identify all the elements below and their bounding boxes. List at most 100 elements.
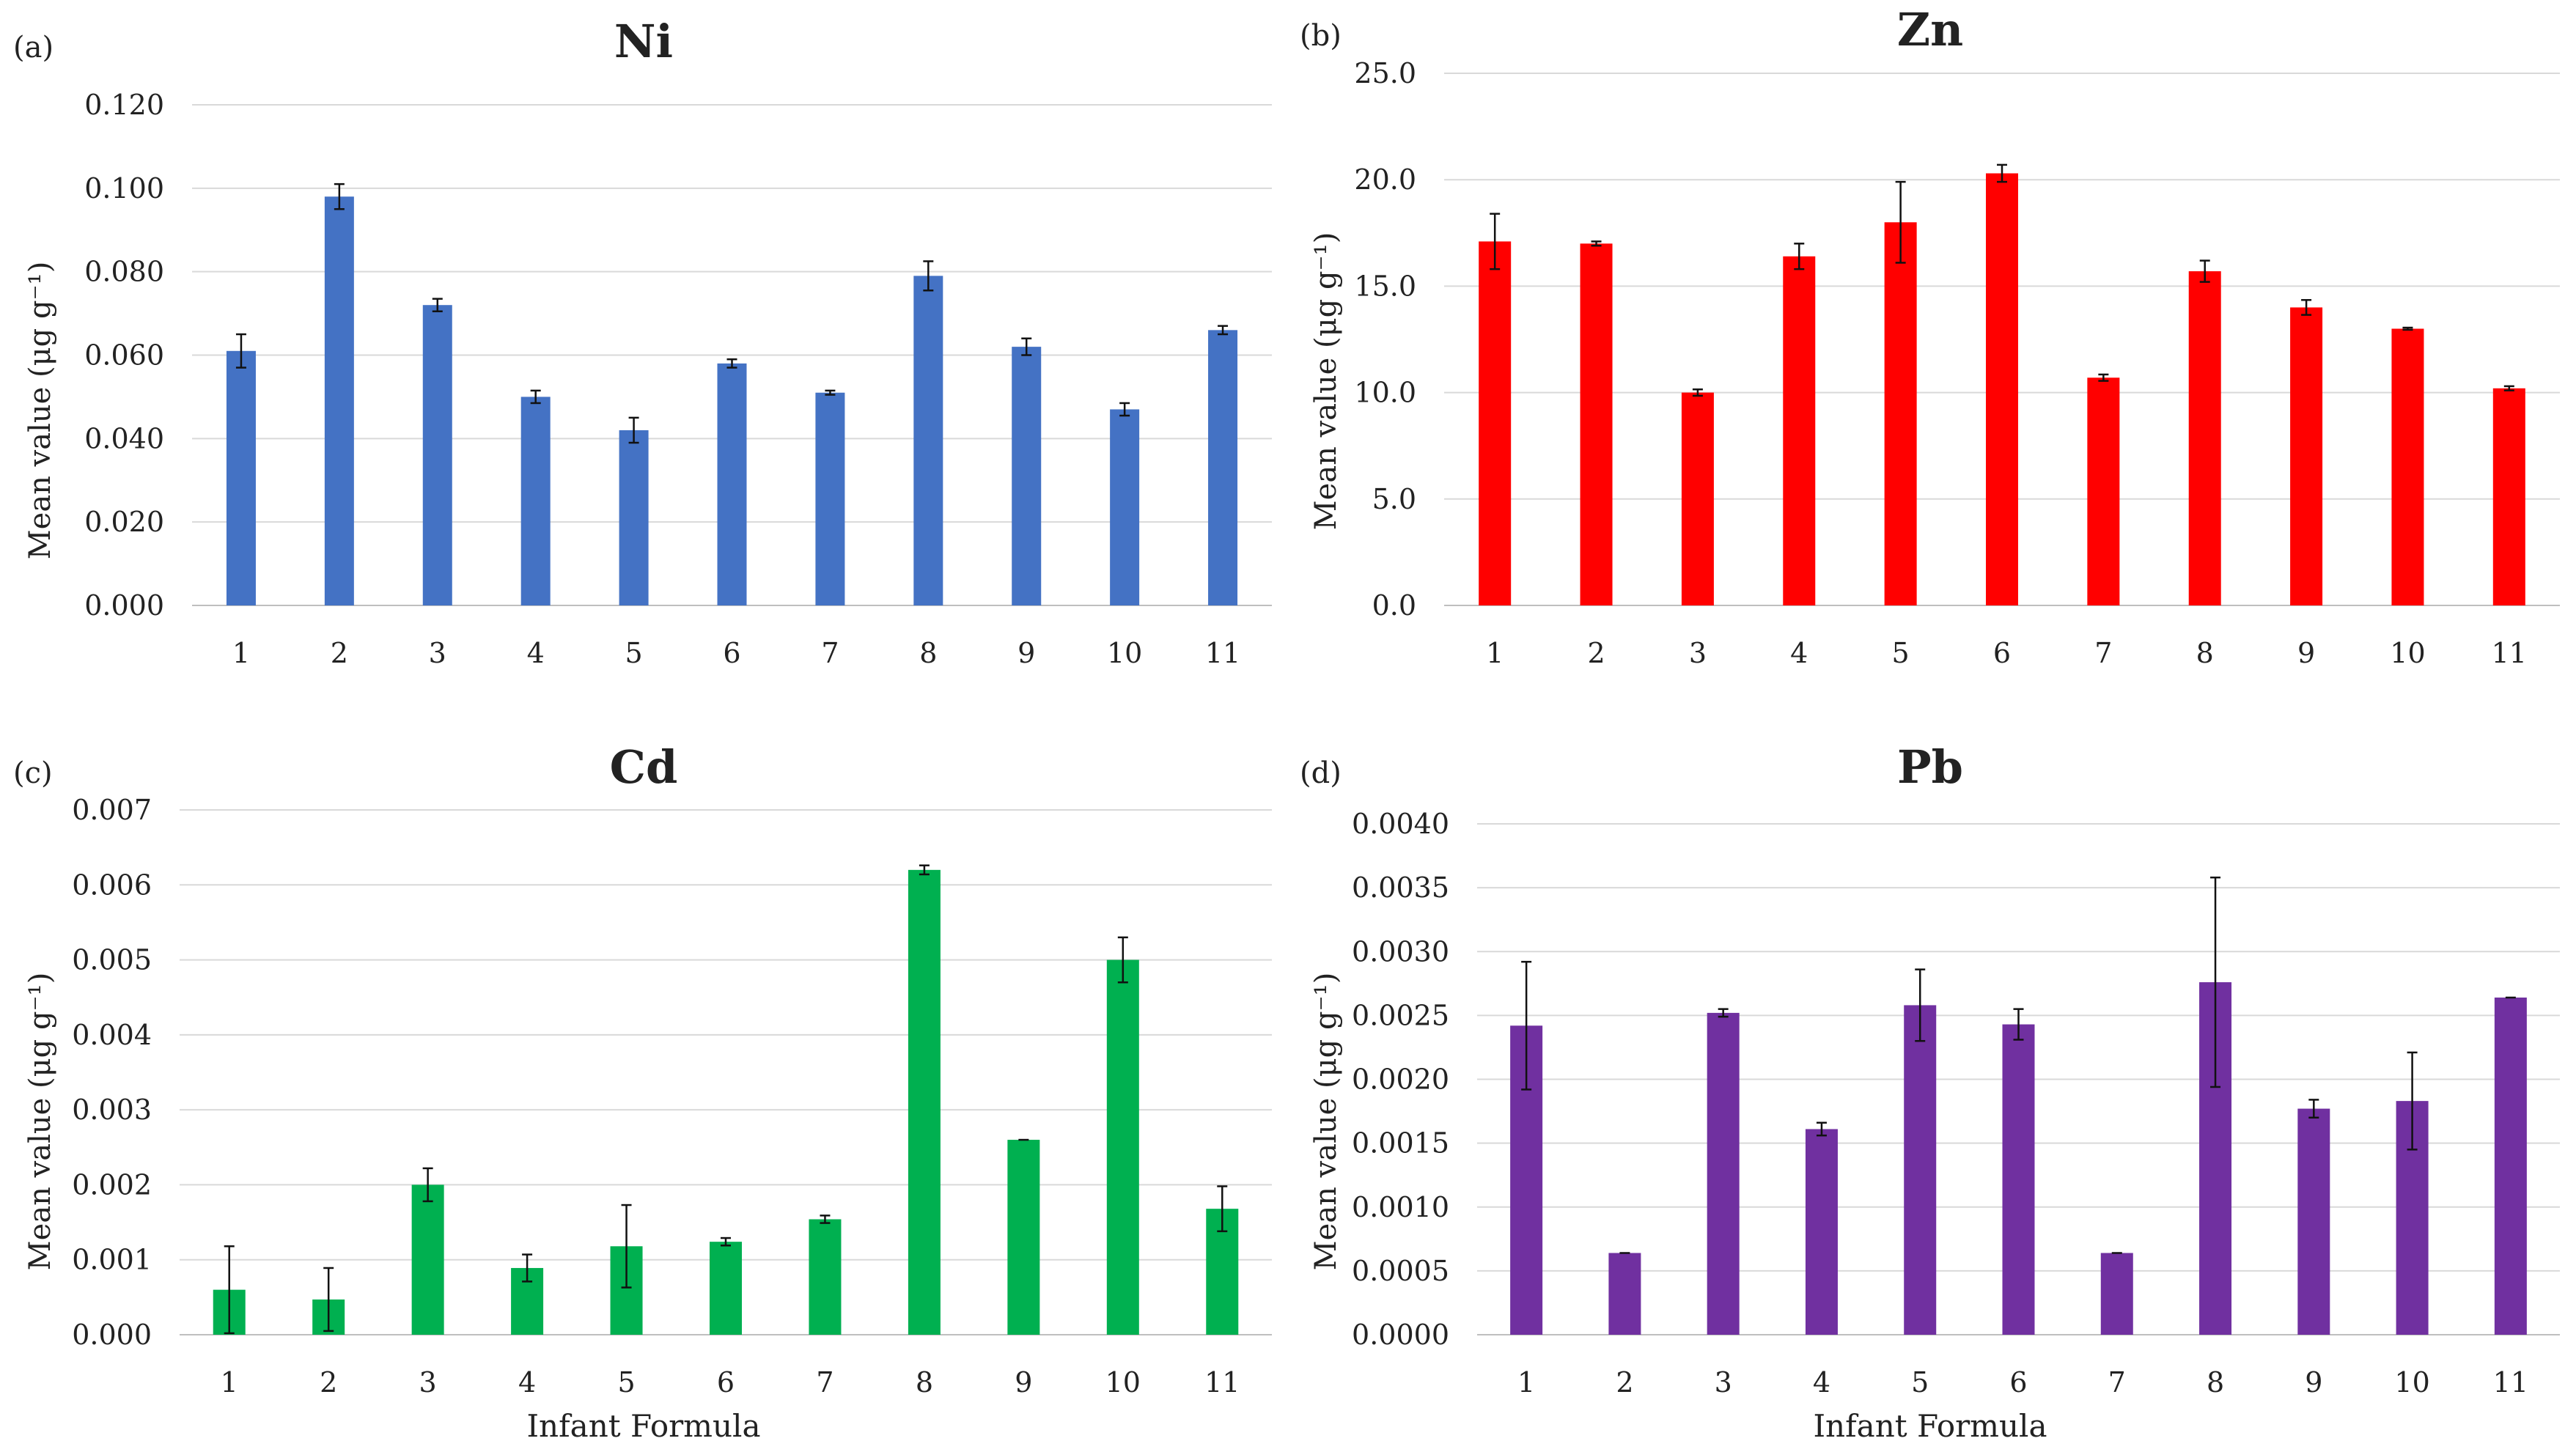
x-tick-label: 9 (1017, 637, 1035, 669)
x-tick-label: 11 (2492, 637, 2527, 669)
x-tick-label: 7 (816, 1366, 833, 1398)
x-axis-label: Infant Formula (526, 1408, 760, 1444)
y-axis-label-group: Mean value (μg g⁻¹) (23, 973, 57, 1271)
bar (1707, 1012, 1740, 1335)
chart-panel-pb: (d) Pb Mean value (μg g⁻¹) 0.00000.00050… (1300, 740, 2560, 1444)
bar (908, 869, 941, 1335)
y-tick-label: 0.0015 (1352, 1127, 1449, 1160)
bar (1012, 347, 1042, 605)
y-tick-label: 0.040 (84, 422, 164, 454)
x-tick-label: 4 (1813, 1366, 1830, 1398)
x-tick-label: 4 (518, 1366, 536, 1398)
y-tick-labels: 0.0 5.0 10.0 15.0 20.0 25.0 (1354, 57, 1416, 622)
y-tick-label: 0.0035 (1352, 871, 1449, 904)
gridlines (180, 809, 1272, 1335)
x-tick-label: 9 (2297, 637, 2315, 669)
x-tick-label: 4 (1790, 637, 1808, 669)
bar (809, 1219, 842, 1335)
y-tick-label: 0.0020 (1352, 1064, 1449, 1096)
bar (1783, 256, 1816, 605)
chart-title: Zn (1897, 3, 1963, 56)
y-tick-labels: 0.000 0.001 0.002 0.003 0.004 0.005 0.006 0.007 (72, 794, 152, 1351)
bar (1007, 1140, 1040, 1335)
bar (226, 350, 256, 605)
y-tick-label: 0.001 (72, 1244, 152, 1276)
y-tick-label: 0.020 (84, 506, 164, 538)
panel-letter: (c) (13, 756, 53, 790)
bar (2087, 377, 2120, 605)
y-tick-label: 0.0010 (1352, 1191, 1449, 1223)
bar (2297, 1108, 2330, 1335)
y-axis-label: Mean value (μg g⁻¹) (23, 262, 57, 560)
y-axis-label: Mean value (μg g⁻¹) (23, 973, 57, 1271)
chart-title: Ni (614, 15, 673, 68)
chart-panel-cd: (c) Cd Mean value (μg g⁻¹) 0.0000.0010.0… (13, 740, 1272, 1444)
bar (1208, 330, 1238, 605)
y-tick-label: 0.080 (84, 256, 164, 288)
bar (619, 430, 649, 605)
x-tick-label: 8 (2196, 637, 2214, 669)
y-axis-label: Mean value (μg g⁻¹) (1309, 973, 1343, 1271)
bars (213, 864, 1239, 1335)
panel-letter: (a) (13, 31, 54, 65)
bars (1479, 163, 2525, 605)
x-tick-label: 3 (419, 1366, 437, 1398)
x-tick-label: 11 (1205, 637, 1240, 669)
bar (2492, 388, 2525, 605)
x-tick-label: 11 (1204, 1366, 1240, 1398)
chart-title: Pb (1897, 740, 1963, 794)
x-tick-label: 10 (1105, 1366, 1141, 1398)
y-tick-label: 0.005 (72, 944, 152, 976)
x-tick-label: 6 (2009, 1366, 2027, 1398)
chart-panel-ni: (a) Ni Mean value (μg g⁻¹) 0.0000.0200.0… (13, 15, 1272, 669)
y-tick-label: 0.120 (84, 89, 164, 121)
y-tick-label: 0.004 (72, 1019, 152, 1051)
bar (411, 1184, 444, 1335)
x-tick-label: 10 (1107, 637, 1142, 669)
x-tick-labels: 1 2 3 4 5 6 7 8 9 10 11 (1517, 1366, 2528, 1398)
x-tick-label: 2 (1587, 637, 1605, 669)
x-tick-label: 3 (1715, 1366, 1732, 1398)
x-tick-label: 2 (1616, 1366, 1633, 1398)
bars (226, 183, 1238, 605)
x-tick-label: 2 (320, 1366, 337, 1398)
x-tick-label: 10 (2394, 1366, 2429, 1398)
bar (1106, 959, 1139, 1335)
bar (2188, 271, 2221, 605)
x-tick-label: 10 (2390, 637, 2425, 669)
x-tick-label: 1 (1517, 1366, 1535, 1398)
x-tick-label: 5 (625, 637, 642, 669)
y-tick-label: 15.0 (1354, 270, 1416, 302)
x-tick-label: 7 (2108, 1366, 2126, 1398)
y-tick-label: 0.000 (72, 1319, 152, 1351)
bar (1608, 1253, 1641, 1335)
x-tick-labels: 1 2 3 4 5 6 7 8 9 10 11 (1486, 637, 2527, 669)
x-tick-label: 7 (2094, 637, 2112, 669)
bar (710, 1242, 742, 1335)
y-axis-label-group: Mean value (μg g⁻¹) (23, 262, 57, 560)
x-tick-label: 1 (1486, 637, 1504, 669)
y-axis-label-group: Mean value (μg g⁻¹) (1309, 232, 1343, 531)
panel-letter: (d) (1300, 756, 1342, 790)
bar (1986, 173, 2018, 605)
bar (1805, 1129, 1838, 1335)
x-tick-labels: 1 2 3 4 5 6 7 8 9 10 11 (221, 1366, 1240, 1398)
y-tick-label: 0.003 (72, 1094, 152, 1126)
x-tick-label: 3 (1689, 637, 1707, 669)
x-tick-label: 8 (916, 1366, 933, 1398)
x-tick-label: 5 (617, 1366, 635, 1398)
bar (1904, 1005, 1937, 1335)
bar (520, 397, 551, 605)
x-tick-label: 1 (221, 1366, 238, 1398)
y-tick-label: 0.0025 (1352, 999, 1449, 1031)
x-tick-label: 9 (2305, 1366, 2322, 1398)
bar (1479, 241, 1512, 605)
bar (815, 392, 845, 605)
bars (1510, 876, 2527, 1335)
y-tick-label: 0.007 (72, 794, 152, 826)
bar (1580, 243, 1613, 605)
x-tick-label: 5 (1892, 637, 1910, 669)
x-tick-labels: 1 2 3 4 5 6 7 8 9 10 11 (232, 637, 1240, 669)
x-tick-label: 4 (527, 637, 545, 669)
y-tick-label: 0.0005 (1352, 1255, 1449, 1287)
